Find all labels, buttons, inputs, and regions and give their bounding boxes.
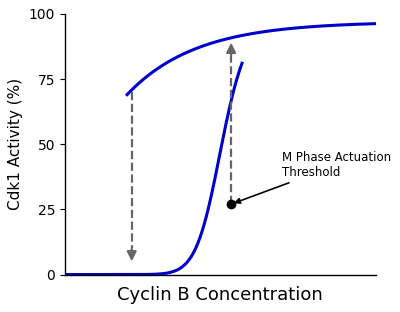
- X-axis label: Cyclin B Concentration: Cyclin B Concentration: [117, 286, 323, 304]
- Y-axis label: Cdk1 Activity (%): Cdk1 Activity (%): [8, 78, 23, 210]
- Text: M Phase Actuation
Threshold: M Phase Actuation Threshold: [236, 151, 392, 203]
